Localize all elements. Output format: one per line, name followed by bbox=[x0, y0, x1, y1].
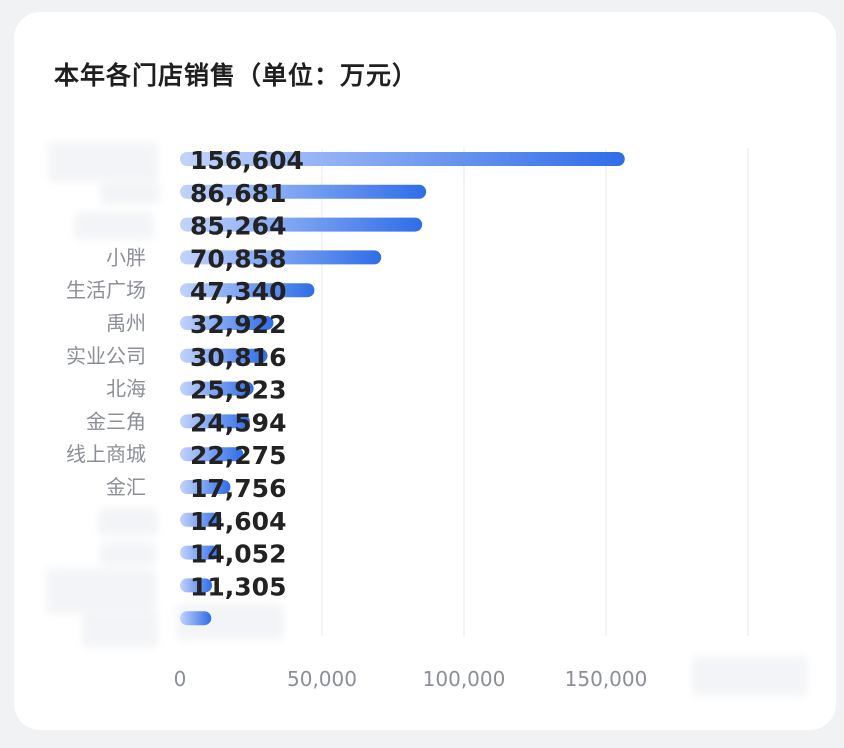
category-label: 金汇 bbox=[106, 475, 146, 499]
x-tick-label: 150,000 bbox=[565, 667, 648, 691]
blurred-region bbox=[48, 142, 158, 182]
value-label: 14,604 bbox=[190, 507, 286, 536]
labels-layer: 0 50,000 100,000 150,000 156,604 86,681 85,264… bbox=[66, 146, 647, 691]
value-label: 17,756 bbox=[190, 474, 286, 503]
category-label: 小胖 bbox=[106, 245, 146, 269]
value-label: 14,052 bbox=[190, 540, 286, 569]
value-label: 11,305 bbox=[190, 572, 286, 601]
value-label: 30,816 bbox=[190, 343, 286, 372]
category-label: 北海 bbox=[106, 377, 146, 401]
bar bbox=[180, 348, 268, 363]
blurred-region bbox=[82, 612, 158, 648]
value-label: 156,604 bbox=[190, 146, 304, 175]
bar bbox=[180, 283, 315, 298]
value-label: 24,594 bbox=[190, 408, 286, 437]
bar bbox=[180, 217, 423, 232]
bars-layer bbox=[180, 152, 625, 626]
value-label: 70,858 bbox=[190, 244, 286, 273]
bar bbox=[180, 578, 213, 593]
category-label: 线上商城 bbox=[66, 442, 146, 466]
bar bbox=[180, 316, 274, 330]
bar bbox=[180, 611, 212, 626]
value-label: 47,340 bbox=[190, 277, 286, 306]
bar bbox=[180, 381, 254, 396]
category-label: 生活广场 bbox=[66, 278, 146, 302]
category-label: 金三角 bbox=[86, 409, 146, 433]
bar bbox=[180, 545, 220, 560]
blurred-region bbox=[100, 542, 156, 566]
x-tick-label: 100,000 bbox=[423, 667, 506, 691]
x-tick-label: 50,000 bbox=[287, 667, 357, 691]
bar bbox=[180, 152, 625, 166]
blurred-region bbox=[46, 568, 156, 614]
bar bbox=[180, 250, 382, 265]
blurred-region bbox=[98, 508, 158, 536]
bar bbox=[180, 512, 222, 527]
category-label: 禹州 bbox=[106, 311, 146, 335]
blurred-region bbox=[100, 182, 160, 204]
value-label: 86,681 bbox=[190, 179, 286, 208]
x-tick-label: 0 bbox=[174, 667, 187, 691]
bar bbox=[180, 480, 231, 494]
bar bbox=[180, 447, 244, 462]
chart-title: 本年各门店销售（单位：万元） bbox=[54, 61, 419, 90]
category-label: 实业公司 bbox=[66, 344, 146, 368]
blurred-region bbox=[74, 212, 154, 240]
blurred-region bbox=[692, 656, 808, 696]
bar bbox=[180, 414, 250, 429]
bar bbox=[180, 184, 427, 199]
value-label: 25,923 bbox=[190, 376, 286, 405]
blurred-labels-layer bbox=[46, 142, 808, 696]
value-label: 22,275 bbox=[190, 441, 286, 470]
value-label: 85,264 bbox=[190, 212, 286, 241]
value-label: 32,922 bbox=[190, 310, 286, 339]
